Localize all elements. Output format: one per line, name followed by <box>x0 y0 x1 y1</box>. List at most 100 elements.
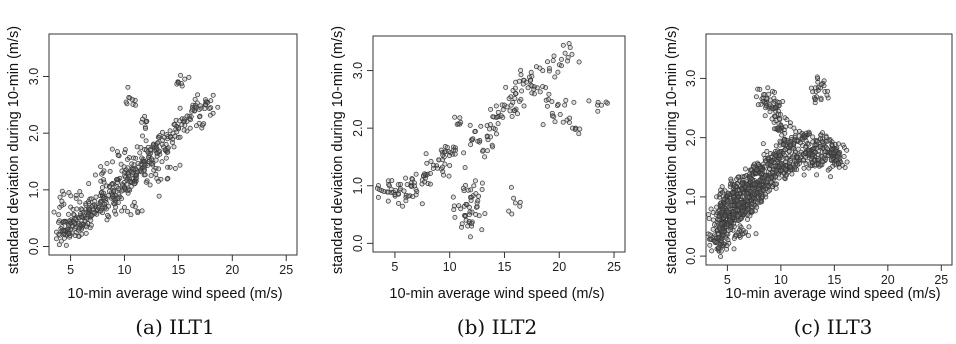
scatter-point <box>745 233 751 239</box>
scatter-point <box>188 114 194 120</box>
scatter-point <box>559 63 564 69</box>
scatter-point <box>818 136 823 142</box>
scatter-point <box>520 81 526 87</box>
scatter-point <box>452 214 458 220</box>
plot-frame <box>48 33 298 256</box>
scatter-point <box>129 97 135 103</box>
scatter-point <box>739 208 745 214</box>
scatter-point <box>172 166 178 171</box>
scatter-point <box>177 162 183 168</box>
scatter-point <box>164 132 170 138</box>
scatter-point <box>194 100 200 106</box>
scatter-point <box>706 212 711 218</box>
scatter-point <box>388 186 394 192</box>
scatter-point <box>745 217 750 222</box>
scatter-point <box>99 171 105 177</box>
scatter-point <box>151 167 157 173</box>
scatter-point <box>115 195 121 201</box>
scatter-point <box>762 158 768 164</box>
scatter-point <box>814 141 820 147</box>
scatter-point <box>389 178 395 184</box>
scatter-point <box>489 142 495 148</box>
scatter-point <box>470 136 476 142</box>
scatter-point <box>844 147 850 153</box>
scatter-point <box>88 196 94 202</box>
scatter-point <box>147 182 153 188</box>
scatter-point <box>773 143 779 149</box>
scatter-point <box>123 99 129 105</box>
scatter-point <box>545 59 550 65</box>
scatter-point <box>467 209 473 215</box>
scatter-point <box>528 77 534 83</box>
scatter-point <box>440 157 446 163</box>
scatter-point <box>755 200 761 206</box>
scatter-point <box>517 199 523 205</box>
scatter-point <box>498 113 504 119</box>
scatter-point <box>153 171 159 177</box>
scatter-point <box>186 74 192 80</box>
scatter-point <box>560 119 566 125</box>
scatter-point <box>143 179 149 185</box>
scatter-point <box>566 41 572 47</box>
scatter-point <box>791 146 797 151</box>
scatter-point <box>777 138 783 144</box>
scatter-point <box>595 99 601 105</box>
scatter-point <box>125 157 130 162</box>
scatter-point <box>777 153 783 159</box>
scatter-point <box>144 118 150 124</box>
x-tick-label: 10 <box>774 273 788 287</box>
scatter-point <box>142 113 148 119</box>
scatter-point <box>141 168 147 174</box>
scatter-point <box>142 162 148 168</box>
scatter-point <box>131 199 137 205</box>
panel-caption: (a) ILT1 <box>135 315 215 339</box>
scatter-point <box>794 137 800 143</box>
scatter-point <box>709 248 715 254</box>
scatter-point <box>454 121 460 127</box>
scatter-point <box>104 161 110 166</box>
scatter-point <box>132 181 137 187</box>
scatter-point <box>746 185 752 191</box>
scatter-point <box>725 209 731 215</box>
scatter-point <box>134 144 140 150</box>
scatter-point <box>789 171 795 177</box>
scatter-point <box>785 139 791 145</box>
scatter-point <box>488 106 494 112</box>
scatter-point <box>126 95 132 100</box>
scatter-point <box>733 183 739 189</box>
scatter-point <box>816 157 822 163</box>
scatter-point <box>525 85 531 91</box>
scatter-point <box>115 152 121 158</box>
y-axis: 0.0 1.0 2.0 3.0 <box>684 70 706 265</box>
scatter-point <box>823 145 829 150</box>
scatter-point <box>133 166 138 172</box>
scatter-point <box>148 173 154 179</box>
scatter-point <box>718 254 724 260</box>
scatter-point <box>521 103 527 109</box>
scatter-point <box>396 200 401 206</box>
scatter-point <box>762 113 768 119</box>
scatter-point <box>725 190 731 196</box>
scatter-point <box>546 68 552 74</box>
scatter-point <box>835 154 841 160</box>
x-tick-label: 20 <box>881 273 895 287</box>
scatter-point <box>125 84 131 90</box>
scatter-point <box>187 125 193 131</box>
scatter-point <box>422 171 428 177</box>
scatter-point <box>375 183 381 189</box>
scatter-point <box>495 121 501 127</box>
scatter-point <box>385 189 391 195</box>
scatter-point <box>118 161 124 167</box>
scatter-point <box>197 114 202 120</box>
y-tick-label: 3.0 <box>27 68 41 85</box>
scatter-point <box>121 204 127 210</box>
scatter-point <box>56 231 62 237</box>
scatter-point <box>751 181 757 187</box>
scatter-point <box>167 128 173 134</box>
scatter-point <box>156 193 162 199</box>
scatter-point <box>712 239 718 245</box>
scatter-point <box>817 162 823 168</box>
scatter-point <box>131 162 137 168</box>
scatter-point <box>155 140 161 145</box>
scatter-point <box>101 195 107 201</box>
